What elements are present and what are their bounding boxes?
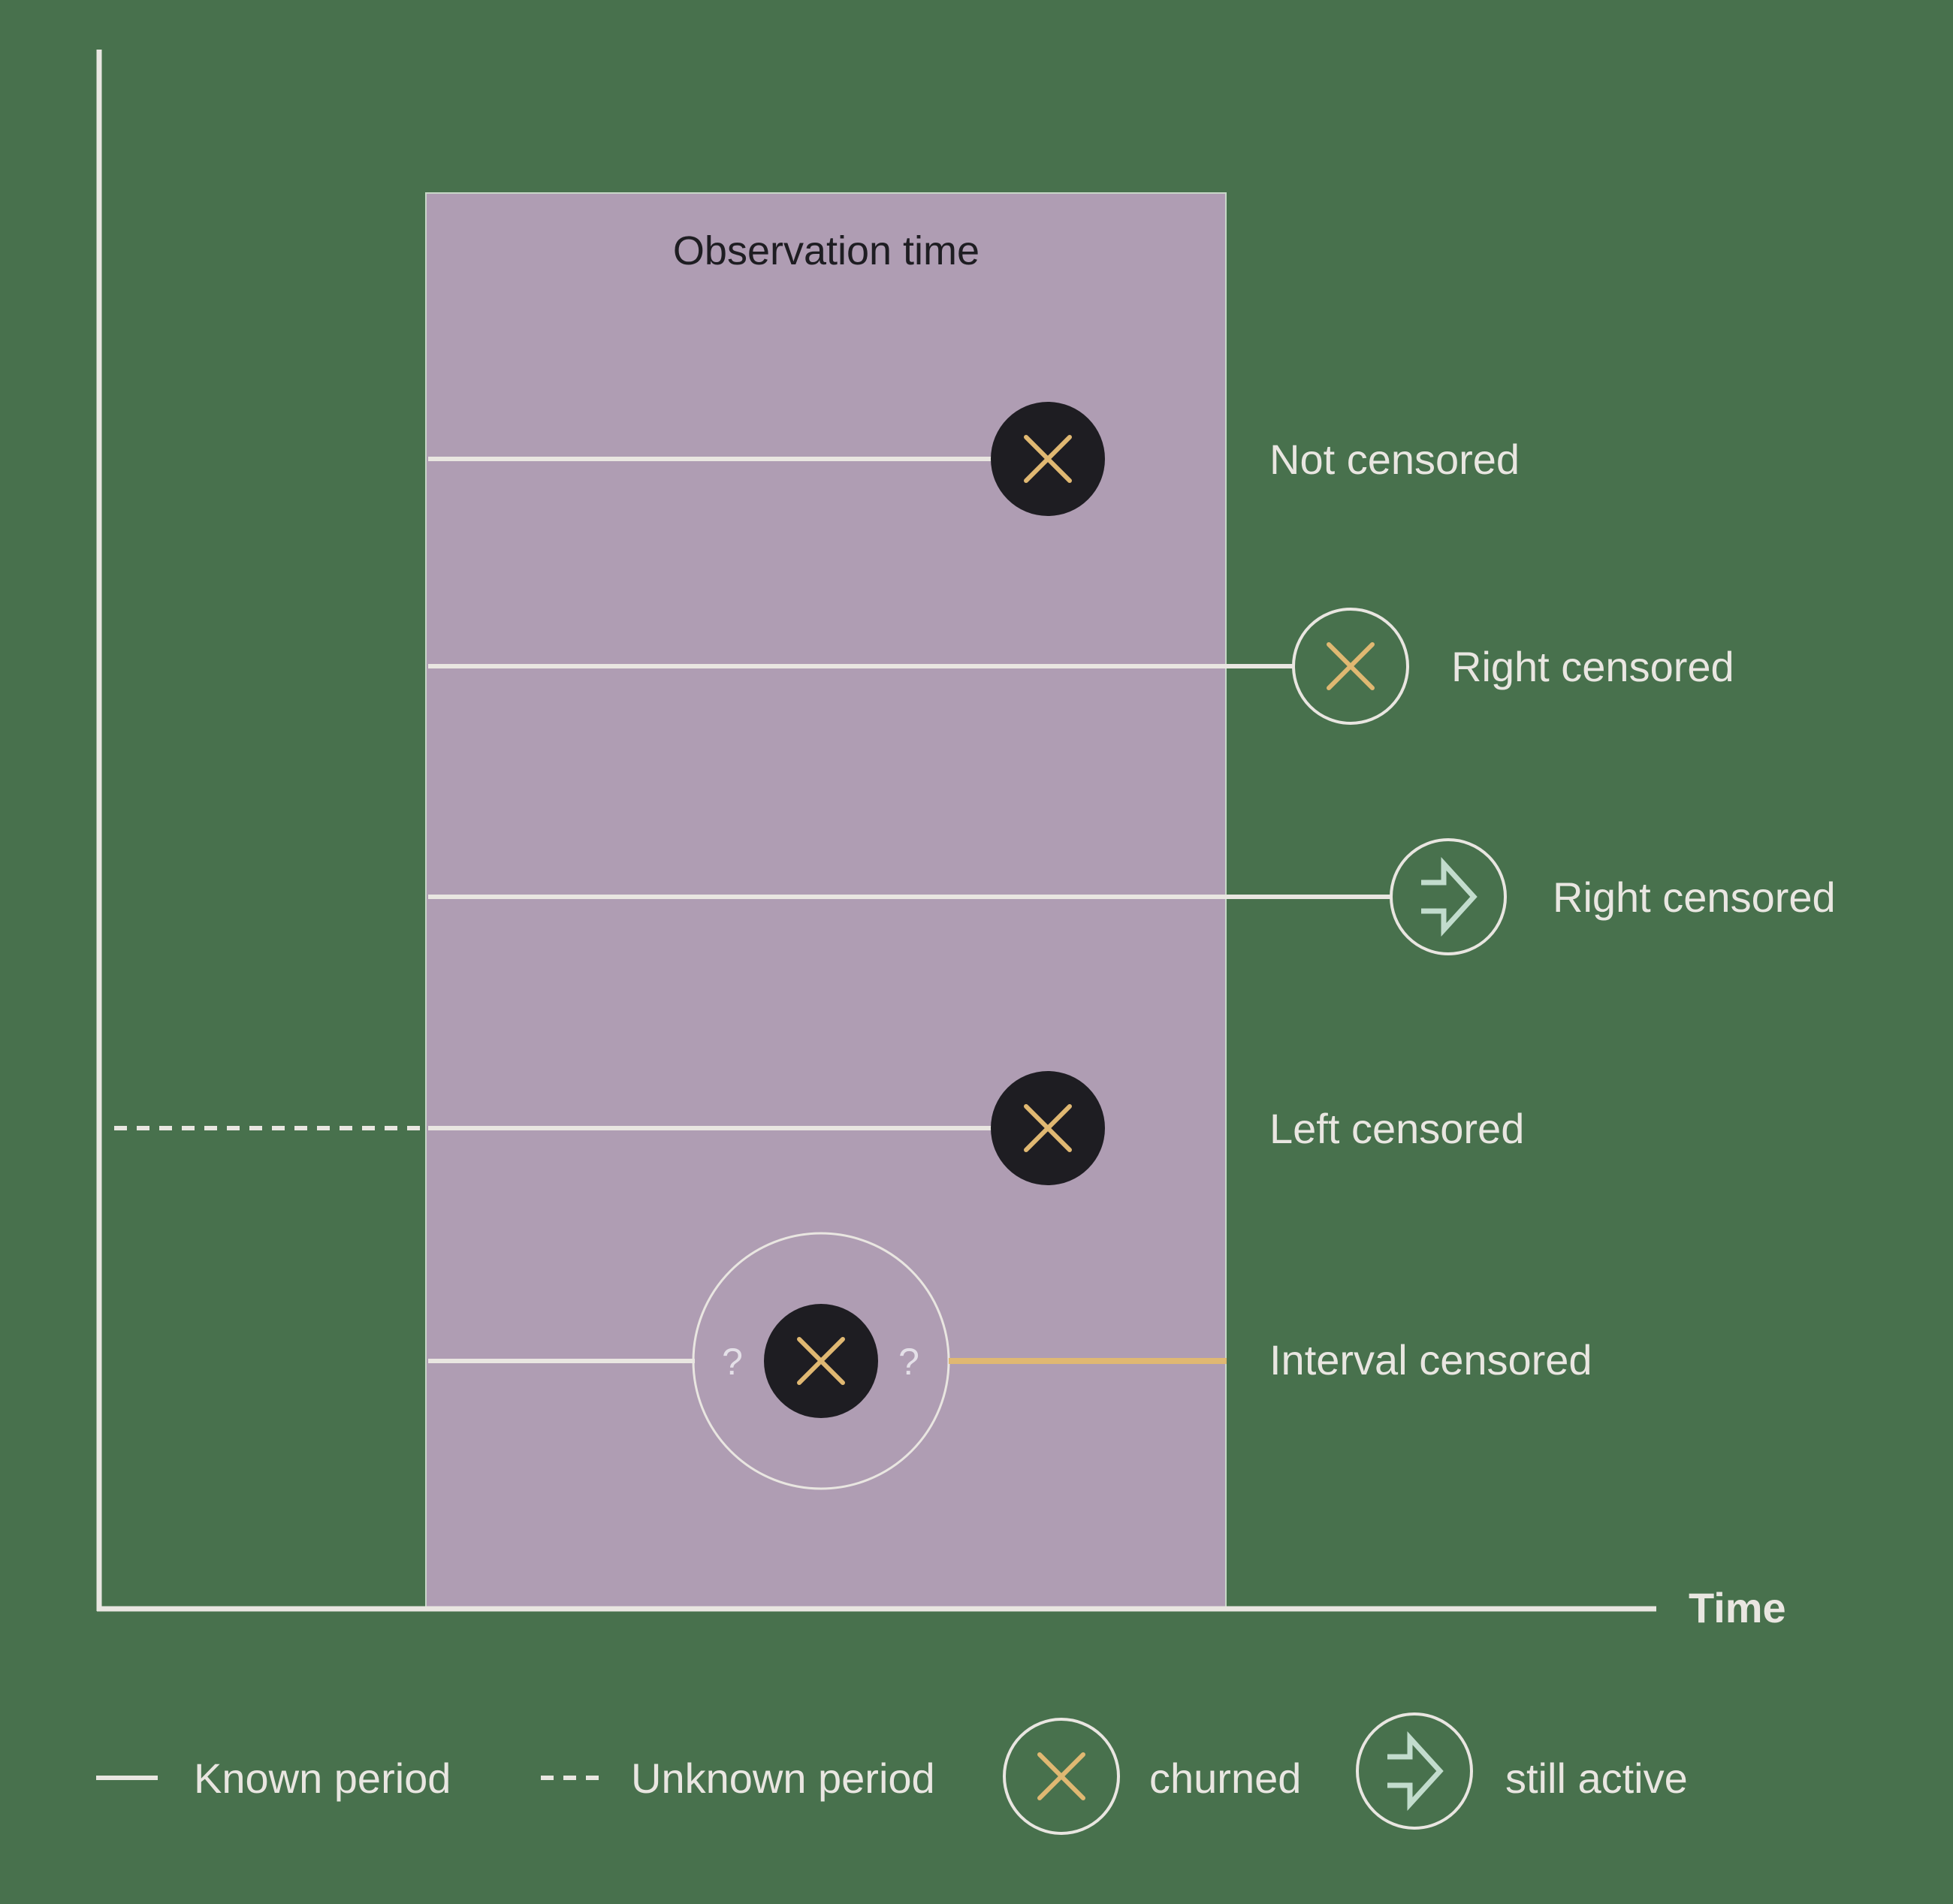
churned-icon (991, 402, 1105, 516)
churned-outline-icon (1292, 608, 1409, 725)
arrow-right-legend-icon (1356, 1712, 1473, 1830)
row-label: Left censored (1269, 1105, 1524, 1152)
churned-icon (764, 1304, 878, 1418)
arrow-right-icon (1390, 838, 1507, 955)
legend: Known period Unknown period churned stil… (96, 1712, 1688, 1835)
row-label: Right censored (1451, 643, 1734, 690)
row-left-censored: Left censored (114, 1071, 1524, 1185)
row-interval-censored: ? ? Interval censored (428, 1232, 1592, 1490)
uncertain-right-mark: ? (898, 1341, 919, 1383)
uncertain-left-mark: ? (722, 1341, 743, 1383)
x-axis-label: Time (1689, 1584, 1786, 1631)
row-right-censored-active: Right censored (428, 838, 1836, 955)
legend-active-label: still active (1505, 1755, 1688, 1802)
churned-icon (991, 1071, 1105, 1185)
observation-title: Observation time (673, 228, 980, 273)
legend-churned-label: churned (1149, 1755, 1301, 1802)
legend-unknown-label: Unknown period (631, 1755, 935, 1802)
churned-legend-icon (1003, 1718, 1120, 1835)
row-label: Interval censored (1269, 1336, 1592, 1383)
row-right-censored-churned: Right censored (428, 608, 1734, 725)
row-not-censored: Not censored (428, 402, 1520, 516)
legend-known-label: Known period (194, 1755, 451, 1802)
row-label: Right censored (1553, 874, 1836, 921)
row-label: Not censored (1269, 436, 1520, 483)
